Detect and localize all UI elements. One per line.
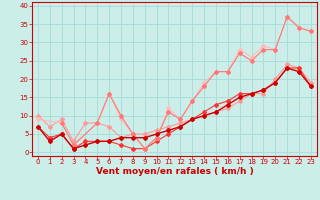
X-axis label: Vent moyen/en rafales ( km/h ): Vent moyen/en rafales ( km/h ) xyxy=(96,167,253,176)
